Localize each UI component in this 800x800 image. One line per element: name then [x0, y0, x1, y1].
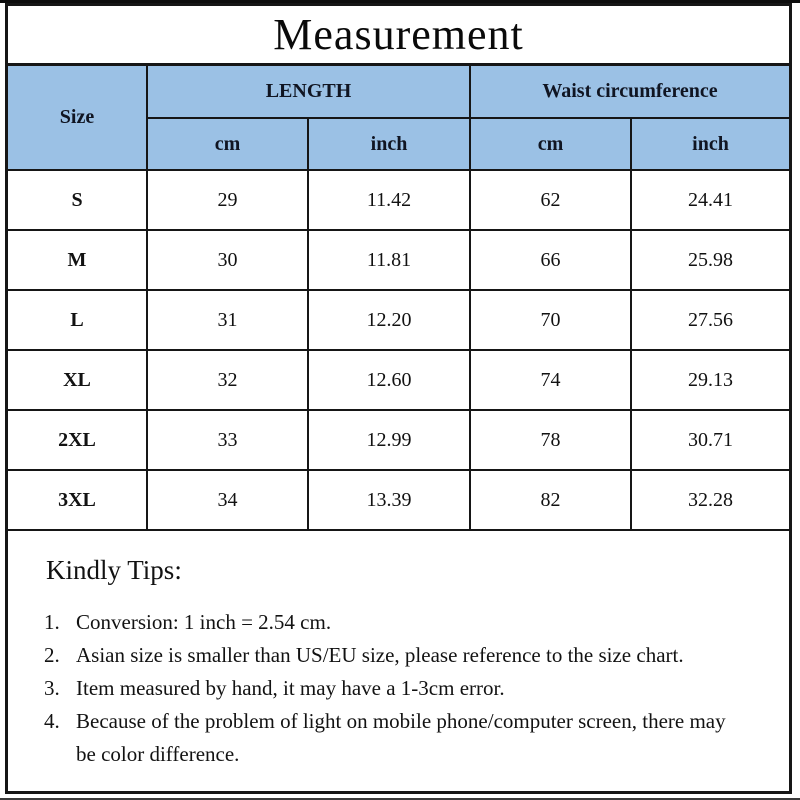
table-row: S 29 11.42 62 24.41 — [8, 169, 789, 231]
length-cm-header: cm — [147, 117, 309, 171]
value-cell: 74 — [469, 349, 633, 411]
value-cell: 29.13 — [630, 349, 789, 411]
value-cell: 29 — [146, 169, 309, 231]
tip-item: 3. Item measured by hand, it may have a … — [44, 672, 759, 705]
title-bar: Measurement — [8, 6, 789, 66]
value-cell: 11.81 — [306, 229, 472, 291]
value-cell: 12.20 — [306, 289, 472, 351]
waist-group-header: Waist circumference — [469, 66, 789, 119]
waist-inch-header: inch — [630, 117, 789, 171]
size-header-cell: Size — [8, 66, 148, 171]
table-row: 2XL 33 12.99 78 30.71 — [8, 409, 789, 471]
value-cell: 27.56 — [630, 289, 789, 351]
tip-item: 2. Asian size is smaller than US/EU size… — [44, 639, 759, 672]
tip-text: Conversion: 1 inch = 2.54 cm. — [76, 610, 332, 634]
size-cell: S — [8, 169, 148, 231]
value-cell: 66 — [469, 229, 633, 291]
page-title: Measurement — [273, 9, 524, 59]
value-cell: 34 — [146, 469, 309, 531]
value-cell: 31 — [146, 289, 309, 351]
table-row: M 30 11.81 66 25.98 — [8, 229, 789, 291]
value-cell: 13.39 — [306, 469, 472, 531]
tip-number: 4. — [44, 709, 60, 733]
value-cell: 32.28 — [630, 469, 789, 531]
tip-item: 1. Conversion: 1 inch = 2.54 cm. — [44, 606, 759, 639]
value-cell: 11.42 — [306, 169, 472, 231]
size-cell: 2XL — [8, 409, 148, 471]
tips-section: Kindly Tips: 1. Conversion: 1 inch = 2.5… — [8, 531, 789, 771]
size-cell: 3XL — [8, 469, 148, 531]
value-cell: 70 — [469, 289, 633, 351]
tips-list: 1. Conversion: 1 inch = 2.54 cm. 2. Asia… — [44, 606, 759, 771]
size-chart-sheet: Measurement Size LENGTH Waist circumfere… — [5, 3, 792, 794]
tip-number: 2. — [44, 643, 60, 667]
length-group-header: LENGTH — [145, 66, 472, 119]
size-cell: XL — [8, 349, 148, 411]
tip-number: 1. — [44, 610, 60, 634]
tip-text: Asian size is smaller than US/EU size, p… — [76, 643, 684, 667]
table-row: 3XL 34 13.39 82 32.28 — [8, 469, 789, 531]
tip-item: 4. Because of the problem of light on mo… — [44, 705, 759, 771]
value-cell: 24.41 — [630, 169, 789, 231]
size-cell: L — [8, 289, 148, 351]
value-cell: 82 — [469, 469, 633, 531]
value-cell: 78 — [469, 409, 633, 471]
value-cell: 25.98 — [630, 229, 789, 291]
photo-top-edge — [0, 0, 800, 3]
value-cell: 12.99 — [306, 409, 472, 471]
value-cell: 12.60 — [306, 349, 472, 411]
size-table: Size LENGTH Waist circumference cm inch … — [8, 66, 789, 531]
value-cell: 30 — [146, 229, 309, 291]
size-table-body: S 29 11.42 62 24.41 M 30 11.81 66 25.98 … — [8, 169, 789, 531]
photo-bottom-edge — [0, 798, 800, 800]
tip-number: 3. — [44, 676, 60, 700]
length-inch-header: inch — [306, 117, 472, 171]
waist-cm-header: cm — [469, 117, 633, 171]
tip-text: Because of the problem of light on mobil… — [76, 709, 726, 766]
value-cell: 32 — [146, 349, 309, 411]
tip-text: Item measured by hand, it may have a 1-3… — [76, 676, 505, 700]
value-cell: 62 — [469, 169, 633, 231]
size-cell: M — [8, 229, 148, 291]
size-table-header: Size LENGTH Waist circumference cm inch … — [8, 66, 789, 171]
value-cell: 33 — [146, 409, 309, 471]
tips-heading: Kindly Tips: — [46, 555, 182, 585]
table-row: XL 32 12.60 74 29.13 — [8, 349, 789, 411]
value-cell: 30.71 — [630, 409, 789, 471]
table-row: L 31 12.20 70 27.56 — [8, 289, 789, 351]
